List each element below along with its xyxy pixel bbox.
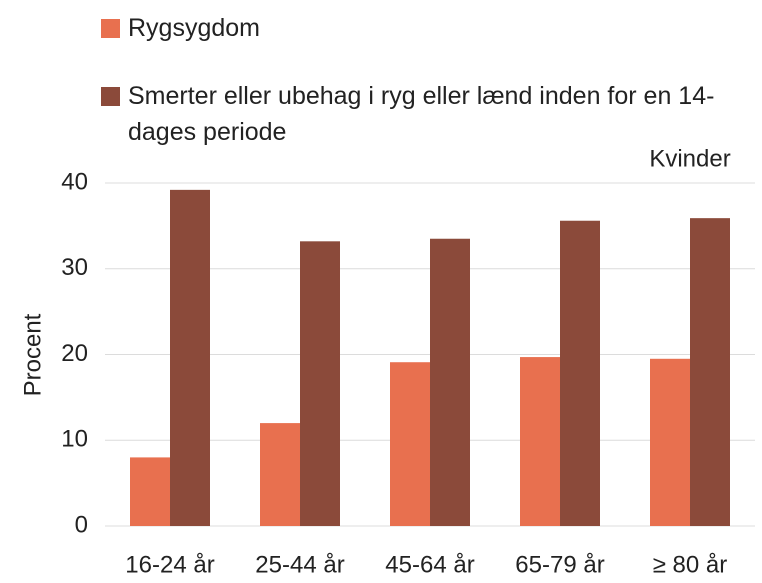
x-tick-label: 65-79 år [515,551,604,578]
x-tick-label: ≥ 80 år [653,551,728,578]
bar [130,457,170,526]
y-tick-label: 40 [61,168,88,195]
annotation: Kvinder [649,145,730,172]
y-tick-label: 10 [61,426,88,453]
bar [560,220,600,527]
bar [170,189,210,527]
bar [390,362,430,526]
y-tick-label: 30 [61,254,88,281]
legend-label: Smerter eller ubehag i ryg eller lænd in… [128,82,715,146]
y-tick-label: 0 [75,511,88,538]
legend-swatch [101,19,120,38]
y-tick-label: 20 [61,340,88,367]
bar [690,218,730,526]
x-tick-label: 16-24 år [125,551,214,578]
bar [650,358,690,526]
x-tick-label: 25-44 år [255,551,344,578]
bar [300,241,340,526]
bar [430,238,470,527]
y-axis-label: Procent [19,313,46,396]
bar [520,357,560,526]
legend-label: Rygsygdom [128,14,260,42]
x-tick-label: 45-64 år [385,551,474,578]
bar [260,423,300,526]
legend-swatch [101,87,120,106]
